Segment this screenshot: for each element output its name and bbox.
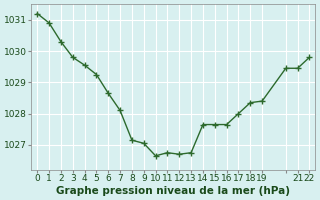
X-axis label: Graphe pression niveau de la mer (hPa): Graphe pression niveau de la mer (hPa) xyxy=(56,186,290,196)
